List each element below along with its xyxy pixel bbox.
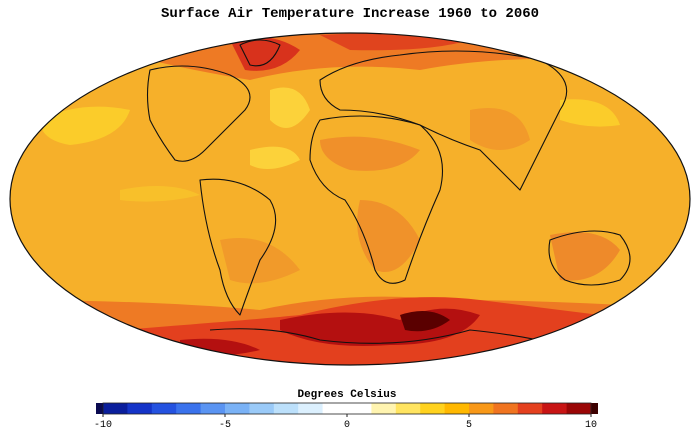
colorbar-segment: [517, 403, 543, 414]
colorbar-segment: [395, 403, 421, 414]
colorbar-segment: [420, 403, 446, 414]
colorbar-segment: [200, 403, 226, 414]
colorbar-segment: [225, 403, 250, 414]
colorbar-segment: [151, 403, 177, 414]
colorbar-tick-label: -10: [94, 420, 112, 431]
colorbar-segment: [469, 403, 494, 414]
colorbar-tick-label: 5: [466, 420, 472, 431]
colorbar-tick-label: 10: [585, 420, 597, 431]
colorbar-segment: [249, 403, 275, 414]
colorbar-segment: [542, 403, 568, 414]
colorbar-segment: [103, 403, 128, 414]
colorbar-segment: [176, 403, 202, 414]
colorbar-segment: [127, 403, 153, 414]
colorbar-under: [96, 403, 103, 414]
colorbar-segment: [298, 403, 324, 414]
colorbar-segment: [444, 403, 470, 414]
colorbar-label: Degrees Celsius: [297, 389, 396, 401]
colorbar-tick-label: -5: [219, 420, 231, 431]
colorbar-tick-label: 0: [344, 420, 350, 431]
colorbar-segment: [322, 403, 348, 414]
colorbar: -10 -5 0 5 10: [94, 402, 598, 431]
map-border: [9, 32, 691, 366]
colorbar-over: [591, 403, 598, 414]
title: Surface Air Temperature Increase 1960 to…: [161, 6, 539, 22]
map: [10, 33, 690, 365]
colorbar-segment: [347, 403, 372, 414]
colorbar-segment: [493, 403, 519, 414]
colorbar-segment: [566, 403, 592, 414]
colorbar-segment: [371, 403, 397, 414]
colorbar-segment: [273, 403, 299, 414]
